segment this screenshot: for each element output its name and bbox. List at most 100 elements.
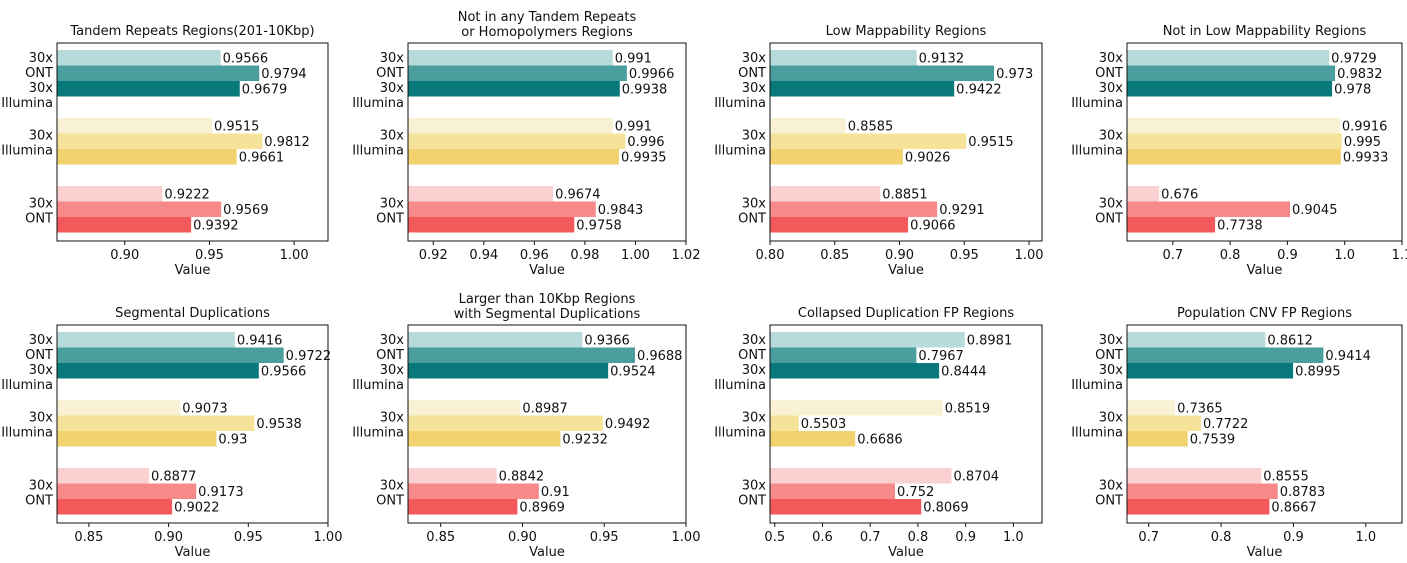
y-tick-label: 30x [29, 363, 54, 378]
y-tick-label: 30x [380, 410, 405, 425]
x-tick-label: 0.90 [154, 530, 183, 545]
data-label: 0.9291 [939, 203, 985, 218]
y-tick-label: 30x [380, 196, 405, 211]
bar [408, 217, 575, 233]
bar [770, 118, 846, 134]
bar [1127, 217, 1216, 233]
data-label: 0.8783 [1280, 485, 1326, 500]
data-label: 0.752 [897, 485, 934, 500]
data-label: 0.9569 [223, 203, 269, 218]
data-label: 0.5503 [801, 417, 847, 432]
bar [408, 201, 596, 217]
data-label: 0.9492 [605, 417, 651, 432]
y-tick-label: ONT [25, 211, 53, 226]
subplot-title: with Segmental Duplications [454, 307, 641, 322]
y-tick-label: 30x [1099, 196, 1124, 211]
data-label: 0.8704 [954, 470, 1000, 485]
data-label: 0.973 [996, 67, 1033, 82]
x-axis-label: Value [1247, 545, 1283, 559]
y-tick-label: 30x [1099, 478, 1124, 493]
axes-frame [1126, 324, 1403, 524]
data-label: 0.9935 [621, 151, 667, 166]
data-label: 0.9794 [261, 67, 307, 82]
bar [770, 50, 917, 66]
data-label: 0.9566 [223, 52, 269, 67]
data-label: 0.9173 [198, 485, 244, 500]
y-tick-label: 30x [29, 410, 54, 425]
y-tick-label: 30x [29, 128, 54, 143]
y-tick-label: 30x [29, 478, 54, 493]
bar [57, 332, 235, 348]
y-tick-label: Illumina [714, 378, 766, 393]
x-tick-label: 0.92 [419, 248, 448, 263]
bar [57, 186, 163, 202]
x-tick-label: 0.94 [469, 248, 498, 263]
y-tick-label: Illumina [352, 96, 404, 111]
x-axis-label: Value [175, 545, 211, 559]
bar [408, 400, 521, 416]
data-label: 0.9026 [905, 151, 951, 166]
bar [770, 363, 940, 379]
x-tick-label: 1.00 [314, 530, 343, 545]
bar [1127, 363, 1294, 379]
y-tick-label: 30x [29, 51, 54, 66]
x-tick-label: 0.96 [520, 248, 549, 263]
data-label: 0.6686 [857, 433, 903, 448]
data-label: 0.9524 [610, 365, 656, 380]
x-tick-label: 0.85 [74, 530, 103, 545]
bar [408, 332, 583, 348]
bar [1127, 483, 1278, 499]
y-tick-label: ONT [738, 348, 766, 363]
bar [1127, 201, 1290, 217]
y-tick-label: Illumina [714, 425, 766, 440]
data-label: 0.9729 [1331, 52, 1377, 67]
data-label: 0.9422 [956, 83, 1002, 98]
bar [408, 133, 626, 149]
data-label: 0.8969 [519, 501, 565, 516]
y-tick-label: 30x [742, 410, 767, 425]
data-label: 0.8981 [967, 334, 1013, 349]
y-tick-label: 30x [742, 478, 767, 493]
axes-frame [407, 42, 687, 242]
data-label: 0.7738 [1217, 219, 1263, 234]
bar [57, 50, 221, 66]
bar [57, 201, 222, 217]
data-label: 0.9232 [562, 433, 608, 448]
axes-frame [1126, 42, 1403, 242]
y-tick-label: Illumina [1071, 143, 1123, 158]
bar [408, 149, 620, 165]
x-axis-label: Value [888, 545, 924, 559]
data-label: 0.8555 [1263, 470, 1309, 485]
x-tick-label: 0.95 [195, 248, 224, 263]
bar [770, 415, 799, 431]
y-tick-label: Illumina [352, 378, 404, 393]
axes-frame [56, 42, 329, 242]
data-label: 0.7365 [1177, 402, 1223, 417]
y-tick-label: ONT [25, 66, 53, 81]
data-label: 0.9722 [286, 349, 332, 364]
bar [770, 149, 903, 165]
x-tick-label: 0.80 [756, 248, 785, 263]
x-tick-label: 0.8 [1211, 530, 1232, 545]
x-tick-label: 0.8 [1220, 248, 1241, 263]
data-label: 0.9566 [261, 365, 307, 380]
y-tick-label: Illumina [352, 425, 404, 440]
x-tick-label: 0.90 [110, 248, 139, 263]
subplot-7: Collapsed Duplication FP Regions0.89810.… [714, 306, 1043, 560]
axes-frame [407, 324, 687, 524]
y-tick-label: 30x [1099, 333, 1124, 348]
axes-frame [769, 42, 1043, 242]
bar [770, 332, 965, 348]
bar [770, 133, 967, 149]
bar [57, 468, 149, 484]
data-label: 0.8987 [522, 402, 568, 417]
y-tick-label: 30x [742, 128, 767, 143]
subplot-3: Low Mappability Regions 0.9132 0.9730.9422… [714, 24, 1043, 278]
data-label: 0.9538 [256, 417, 302, 432]
bar [1127, 400, 1176, 416]
x-tick-label: 1.00 [280, 248, 309, 263]
bar [1127, 347, 1324, 363]
data-label: 0.8612 [1267, 334, 1313, 349]
y-tick-label: 30x [742, 51, 767, 66]
